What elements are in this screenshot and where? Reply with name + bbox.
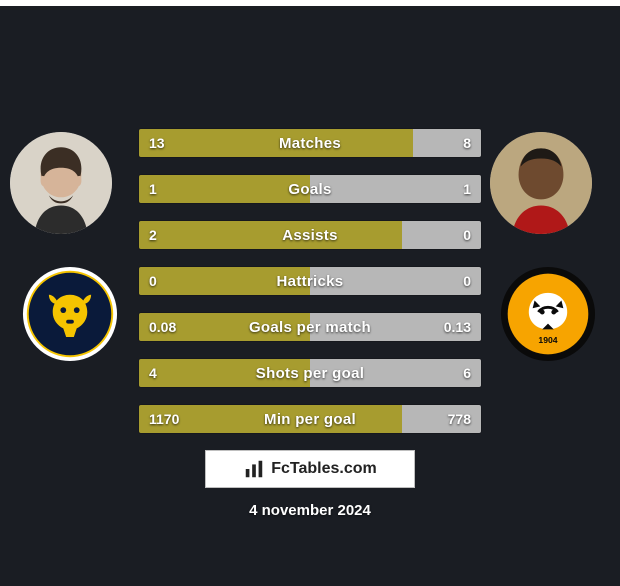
club-badge-left [22, 266, 118, 362]
stat-row: Hattricks0 0 [138, 266, 482, 296]
club-crest-icon [22, 266, 118, 362]
stat-value-left: 1170 [139, 405, 189, 433]
stat-row: Goals1 1 [138, 174, 482, 204]
stat-value-left: 4 [139, 359, 167, 387]
player-avatar-right [490, 132, 592, 234]
avatar-placeholder-icon [490, 132, 592, 234]
avatar-placeholder-icon [10, 132, 112, 234]
stat-value-left: 2 [139, 221, 167, 249]
stats-bars: Matches138Goals11Assists20Hattricks00Goa… [138, 128, 482, 450]
stat-value-right: 0.13 [434, 313, 481, 341]
stat-value-right: 8 [453, 129, 481, 157]
club-crest-icon: 1904 [500, 266, 596, 362]
stat-label: Matches [139, 129, 481, 157]
stat-value-right: 0 [453, 267, 481, 295]
stat-value-right: 0 [453, 221, 481, 249]
stat-row: Goals per match0.08 0.13 [138, 312, 482, 342]
badge-text: FcTables.com [271, 460, 377, 478]
stat-label: Min per goal [139, 405, 481, 433]
stat-value-right: 1 [453, 175, 481, 203]
stat-label: Goals per match [139, 313, 481, 341]
date-text: 4 november 2024 [0, 502, 620, 519]
stat-value-left: 13 [139, 129, 175, 157]
stat-value-right: 778 [438, 405, 481, 433]
stat-label: Goals [139, 175, 481, 203]
stat-value-right: 6 [453, 359, 481, 387]
bar-chart-icon [243, 458, 265, 480]
stat-value-left: 1 [139, 175, 167, 203]
stat-label: Assists [139, 221, 481, 249]
fctables-badge[interactable]: FcTables.com [205, 450, 415, 488]
stat-value-left: 0.08 [139, 313, 186, 341]
stat-row: Shots per goal4 6 [138, 358, 482, 388]
svg-text:1904: 1904 [538, 335, 557, 345]
stat-label: Shots per goal [139, 359, 481, 387]
stat-value-left: 0 [139, 267, 167, 295]
stat-label: Hattricks [139, 267, 481, 295]
stat-row: Matches13 8 [138, 128, 482, 158]
stat-row: Assists2 0 [138, 220, 482, 250]
stat-row: Min per goal1170 778 [138, 404, 482, 434]
player-avatar-left [10, 132, 112, 234]
club-badge-right: 1904 [500, 266, 596, 362]
